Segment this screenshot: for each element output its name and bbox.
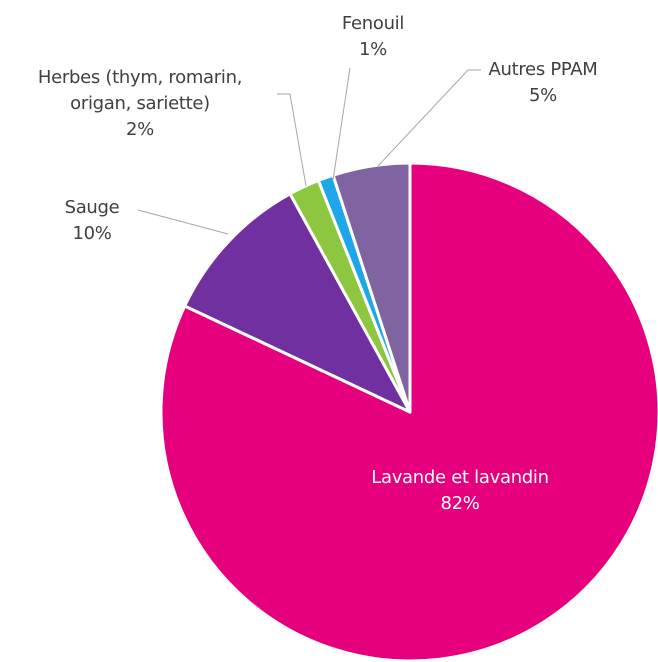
- value-label: 1%: [359, 39, 387, 60]
- slice-label: Sauge 10%: [32, 195, 152, 247]
- slice-label: Autres PPAM 5%: [478, 57, 608, 109]
- leader-line: [277, 93, 307, 187]
- value-label: 2%: [126, 119, 154, 140]
- slice-label: Herbes (thym, romarin, origan, sariette)…: [5, 65, 275, 143]
- leader-line: [332, 67, 351, 181]
- value-label: 82%: [440, 493, 480, 514]
- category-label: Fenouil: [341, 13, 405, 34]
- category-label: Lavande et lavandin: [371, 467, 549, 488]
- value-label: 5%: [529, 85, 557, 106]
- value-label: 10%: [72, 223, 112, 244]
- leader-line: [137, 209, 229, 235]
- pie-slice: [331, 161, 412, 414]
- category-label: Sauge: [64, 197, 120, 218]
- slice-label: Lavande et lavandin 82%: [330, 465, 590, 517]
- slice-label: Fenouil 1%: [313, 11, 433, 63]
- category-label: Autres PPAM: [488, 59, 598, 80]
- category-label: Herbes (thym, romarin, origan, sariette): [37, 67, 243, 114]
- leader-line: [377, 69, 481, 167]
- pie-slice: [183, 192, 412, 414]
